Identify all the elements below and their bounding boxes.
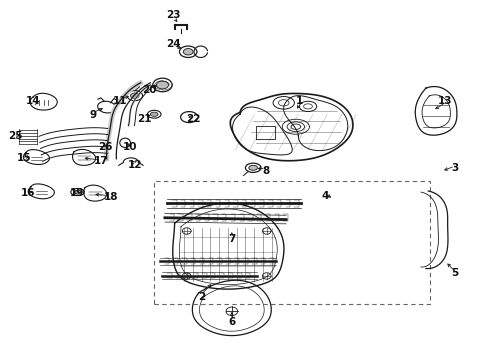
Text: 18: 18 [103, 192, 118, 202]
Text: 15: 15 [17, 153, 31, 163]
Text: 1: 1 [296, 96, 302, 106]
Text: 17: 17 [93, 156, 108, 166]
Text: 10: 10 [122, 142, 137, 152]
Text: 21: 21 [137, 114, 151, 124]
Text: 11: 11 [113, 96, 127, 106]
Text: 16: 16 [21, 188, 35, 198]
Text: 23: 23 [166, 10, 181, 20]
Text: 14: 14 [26, 96, 40, 106]
Text: 24: 24 [166, 39, 181, 49]
Text: 8: 8 [262, 166, 269, 176]
Text: 22: 22 [185, 114, 200, 124]
Bar [154, 181, 429, 304]
Text: 7: 7 [227, 234, 235, 244]
Text: 19: 19 [69, 188, 84, 198]
Text: 20: 20 [142, 85, 156, 95]
Ellipse shape [150, 112, 158, 116]
Text: 3: 3 [451, 163, 457, 173]
Text: 4: 4 [320, 191, 328, 201]
Ellipse shape [74, 190, 81, 194]
Ellipse shape [183, 49, 193, 55]
Text: 2: 2 [197, 292, 204, 302]
Text: 12: 12 [127, 160, 142, 170]
Text: 13: 13 [437, 96, 452, 106]
Ellipse shape [156, 81, 168, 89]
Ellipse shape [248, 165, 257, 170]
Text: 26: 26 [98, 142, 113, 152]
Text: 6: 6 [228, 317, 235, 327]
Ellipse shape [130, 93, 139, 98]
Text: 5: 5 [451, 268, 457, 278]
Text: 25: 25 [8, 131, 23, 141]
Text: 9: 9 [90, 110, 96, 120]
